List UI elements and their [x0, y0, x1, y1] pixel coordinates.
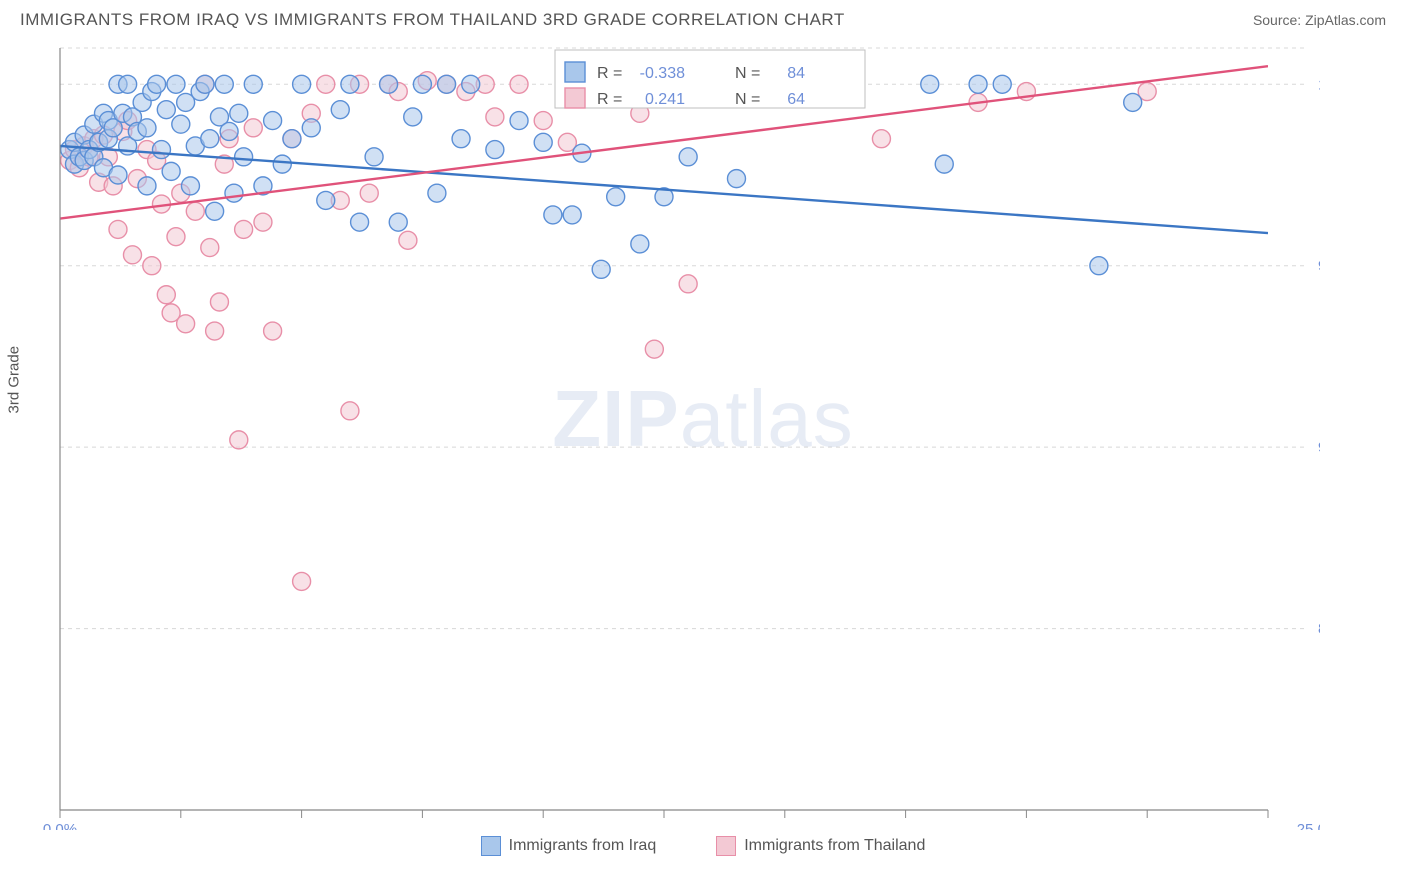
chart-area: 3rd Grade 85.0%90.0%95.0%100.0%0.0%25.0%… [20, 40, 1386, 830]
svg-text:84: 84 [787, 65, 805, 82]
chart-title: IMMIGRANTS FROM IRAQ VS IMMIGRANTS FROM … [20, 10, 845, 30]
svg-text:R =: R = [597, 91, 622, 108]
svg-text:95.0%: 95.0% [1318, 258, 1320, 275]
svg-text:64: 64 [787, 91, 805, 108]
scatter-chart: 85.0% 90.0% 95.0% 100.0% 0.0% 25.0% R = -0.338 N… [20, 40, 1320, 830]
legend-item-thailand: Immigrants from Thailand [716, 836, 925, 856]
title-bar: IMMIGRANTS FROM IRAQ VS IMMIGRANTS FROM … [0, 0, 1406, 36]
svg-text:0.241: 0.241 [645, 91, 685, 108]
legend-swatch-thailand [716, 836, 736, 856]
svg-text:-0.338: -0.338 [640, 65, 685, 82]
svg-text:90.0%: 90.0% [1318, 439, 1320, 456]
svg-text:25.0%: 25.0% [1297, 821, 1320, 830]
legend-label-iraq: Immigrants from Iraq [509, 837, 657, 855]
svg-text:85.0%: 85.0% [1318, 621, 1320, 638]
legend-bottom: Immigrants from Iraq Immigrants from Tha… [0, 836, 1406, 856]
svg-text:R =: R = [597, 65, 622, 82]
legend-swatch-iraq [481, 836, 501, 856]
legend-label-thailand: Immigrants from Thailand [744, 837, 925, 855]
y-axis-label: 3rd Grade [6, 346, 23, 414]
svg-text:N =: N = [735, 65, 760, 82]
svg-text:100.0%: 100.0% [1318, 76, 1320, 93]
svg-text:0.0%: 0.0% [43, 821, 77, 830]
source-label: Source: ZipAtlas.com [1253, 12, 1386, 28]
legend-item-iraq: Immigrants from Iraq [481, 836, 657, 856]
svg-text:N =: N = [735, 91, 760, 108]
